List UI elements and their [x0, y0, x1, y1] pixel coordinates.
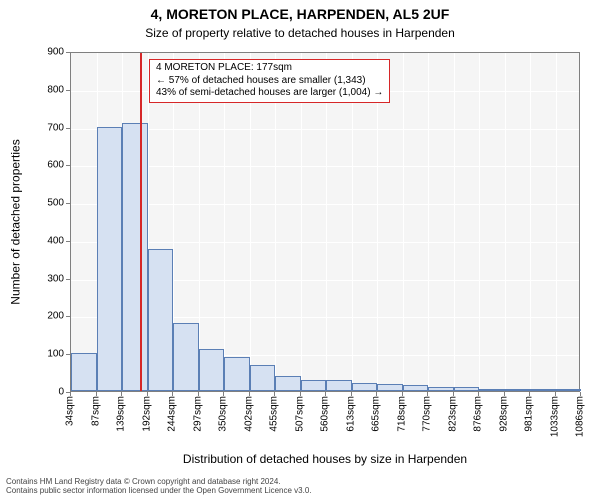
histogram-bar [505, 389, 531, 391]
x-tick-label: 613sqm [345, 396, 356, 432]
footer-line-2: Contains public sector information licen… [6, 486, 594, 496]
footer-line-1: Contains HM Land Registry data © Crown c… [6, 477, 594, 487]
x-tick-label: 876sqm [473, 396, 484, 432]
y-tick-label: 300 [34, 273, 64, 284]
x-tick-label: 770sqm [422, 396, 433, 432]
x-tick-label: 823sqm [447, 396, 458, 432]
y-tick-label: 800 [34, 84, 64, 95]
x-tick-label: 192sqm [141, 396, 152, 432]
y-axis-label: Number of detached properties [9, 139, 23, 304]
histogram-bar [250, 365, 276, 391]
x-tick-label: 244sqm [167, 396, 178, 432]
histogram-bar [428, 387, 454, 391]
y-tick-label: 0 [34, 387, 64, 398]
histogram-bar [479, 389, 505, 391]
x-tick-label: 1033sqm [549, 396, 560, 437]
histogram-bar [454, 387, 480, 391]
x-tick-label: 402sqm [243, 396, 254, 432]
y-tick-label: 200 [34, 311, 64, 322]
plot-area: 4 MORETON PLACE: 177sqm← 57% of detached… [70, 52, 580, 392]
histogram-bar [199, 349, 225, 391]
chart-subtitle: Size of property relative to detached ho… [0, 26, 600, 40]
histogram-bar [173, 323, 199, 391]
y-tick-label: 700 [34, 122, 64, 133]
x-tick-label: 665sqm [371, 396, 382, 432]
x-tick-label: 350sqm [218, 396, 229, 432]
histogram-bar [224, 357, 250, 391]
x-tick-label: 139sqm [116, 396, 127, 432]
y-tick-label: 600 [34, 160, 64, 171]
y-axis-label-container: Number of detached properties [6, 52, 26, 392]
x-tick-label: 34sqm [65, 396, 76, 426]
histogram-bar [71, 353, 97, 391]
histogram-bar [275, 376, 301, 391]
y-tick-label: 100 [34, 349, 64, 360]
histogram-bar [148, 249, 174, 391]
x-tick-label: 297sqm [192, 396, 203, 432]
y-tick-label: 500 [34, 198, 64, 209]
y-tick-label: 400 [34, 235, 64, 246]
histogram-bar [301, 380, 327, 391]
chart-title: 4, MORETON PLACE, HARPENDEN, AL5 2UF [0, 6, 600, 22]
x-tick-label: 1086sqm [575, 396, 586, 437]
x-axis-label: Distribution of detached houses by size … [70, 452, 580, 466]
histogram-bar [556, 389, 582, 391]
annotation-line: 43% of semi-detached houses are larger (… [156, 87, 383, 100]
y-tick-label: 900 [34, 47, 64, 58]
footer: Contains HM Land Registry data © Crown c… [6, 477, 594, 496]
histogram-bar [97, 127, 123, 391]
x-tick-label: 718sqm [396, 396, 407, 432]
x-tick-label: 87sqm [90, 396, 101, 426]
annotation-line: ← 57% of detached houses are smaller (1,… [156, 75, 383, 88]
histogram-bar [352, 383, 378, 391]
annotation-box: 4 MORETON PLACE: 177sqm← 57% of detached… [149, 59, 390, 103]
x-tick-label: 560sqm [320, 396, 331, 432]
histogram-bar [326, 380, 352, 391]
histogram-bar [377, 384, 403, 391]
reference-line [140, 53, 142, 391]
histogram-bar [403, 385, 429, 391]
annotation-line: 4 MORETON PLACE: 177sqm [156, 62, 383, 75]
histogram-bar [530, 389, 556, 391]
histogram-bar [122, 123, 148, 391]
x-tick-label: 981sqm [524, 396, 535, 432]
x-tick-label: 455sqm [269, 396, 280, 432]
chart-container: 4, MORETON PLACE, HARPENDEN, AL5 2UF Siz… [0, 0, 600, 500]
x-tick-label: 507sqm [294, 396, 305, 432]
x-tick-label: 928sqm [498, 396, 509, 432]
